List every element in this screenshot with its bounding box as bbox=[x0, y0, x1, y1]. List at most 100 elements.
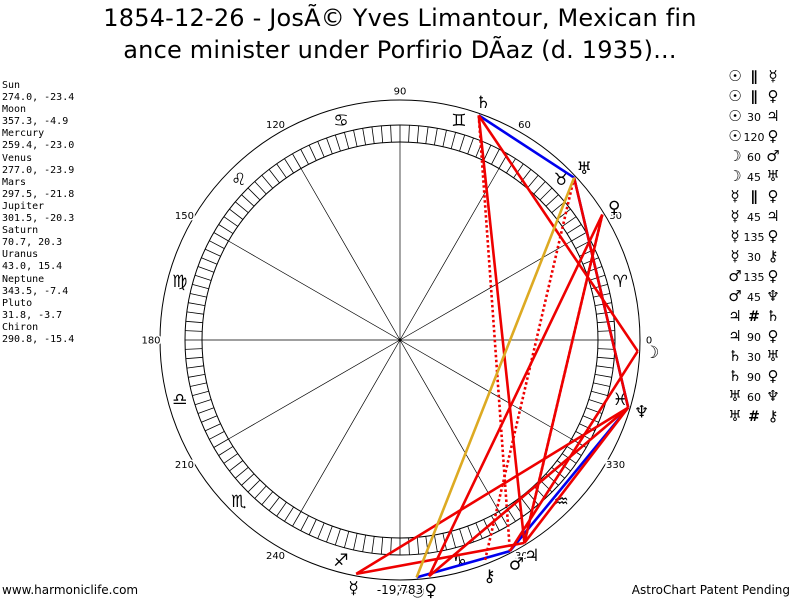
aspect-planet-2-icon: ⚷ bbox=[767, 247, 779, 265]
footer-patent-note: AstroChart Patent Pending bbox=[631, 583, 790, 597]
aspect-planet-1-icon: ☿ bbox=[730, 187, 740, 205]
planet-name-saturn: Saturn bbox=[2, 225, 39, 237]
aspect-line-mercury-jupiter bbox=[355, 541, 525, 576]
aspect-line-uranus-chiron bbox=[483, 177, 576, 563]
planet-coords-chiron: 290.8, -15.4 bbox=[2, 333, 75, 345]
planet-pluto-icon: ♀ bbox=[608, 198, 620, 218]
aspect-row: ☿ 135 ♀ bbox=[727, 226, 797, 246]
planet-coords-mercury: 259.4, -23.0 bbox=[2, 140, 75, 152]
planet-jupiter-icon: ♃ bbox=[524, 546, 539, 566]
aspect-line-uranus-sun bbox=[415, 177, 576, 578]
planet-mars-icon: ♂ bbox=[509, 555, 524, 575]
aspect-planet-1-icon: ☿ bbox=[730, 207, 740, 225]
zodiac-libra-icon: ♎ bbox=[172, 390, 187, 410]
aspect-planet-2-icon: ☿ bbox=[768, 67, 778, 85]
chart-title-line-1: 1854-12-26 - JosÃ© Yves Limantour, Mexic… bbox=[103, 4, 697, 32]
aspect-planet-2-icon: ♃ bbox=[766, 207, 780, 225]
aspect-planet-2-icon: ♆ bbox=[766, 387, 780, 405]
planet-name-venus: Venus bbox=[2, 152, 33, 164]
aspect-type: 30 bbox=[747, 351, 761, 364]
aspect-planet-2-icon: ♄ bbox=[766, 307, 780, 325]
aspect-line-venus-neptune bbox=[428, 406, 630, 578]
aspect-type: 30 bbox=[747, 251, 761, 264]
aspect-line-neptune-mercury bbox=[355, 406, 629, 576]
aspect-type: 45 bbox=[747, 211, 761, 224]
aspect-line-uranus-neptune bbox=[572, 177, 630, 408]
planet-name-mars: Mars bbox=[2, 176, 27, 188]
planet-name-uranus: Uranus bbox=[2, 249, 39, 261]
aspect-planet-1-icon: ♄ bbox=[728, 367, 742, 385]
aspect-line-pluto-venus bbox=[427, 214, 604, 577]
aspect-planet-1-icon: ♅ bbox=[728, 387, 742, 405]
degree-tick-marks bbox=[185, 125, 615, 555]
degree-label: 330 bbox=[606, 460, 625, 471]
planet-coords-sun: 274.0, -23.4 bbox=[2, 92, 75, 104]
aspect-planet-2-icon: ♀ bbox=[767, 327, 779, 345]
aspect-planet-2-icon: ♅ bbox=[766, 167, 780, 185]
aspect-row: ♃ 90 ♀ bbox=[727, 326, 797, 346]
aspect-row: ☽ 45 ♅ bbox=[727, 166, 797, 186]
zodiac-leo-icon: ♌ bbox=[231, 170, 246, 190]
aspect-planet-1-icon: ♂ bbox=[728, 287, 742, 305]
planet-sun-icon: ☉ bbox=[410, 582, 425, 600]
aspect-planet-1-icon: ♂ bbox=[728, 267, 742, 285]
planet-coords-saturn: 70.7, 20.3 bbox=[2, 237, 63, 249]
aspect-row: ♄ 90 ♀ bbox=[727, 366, 797, 386]
degree-label: 270 bbox=[390, 585, 409, 596]
degree-label: 0 bbox=[646, 336, 652, 347]
aspect-row: ☉ 30 ♃ bbox=[727, 106, 797, 126]
planet-name-moon: Moon bbox=[2, 104, 27, 116]
aspect-type: ∥ bbox=[750, 89, 758, 105]
aspect-planet-2-icon: ♂ bbox=[766, 147, 780, 165]
aspect-planet-1-icon: ☉ bbox=[728, 107, 742, 125]
planet-coords-uranus: 43.0, 15.4 bbox=[2, 261, 63, 273]
degree-label: 60 bbox=[518, 120, 531, 131]
planet-coords-mars: 297.5, -21.8 bbox=[2, 188, 75, 200]
aspect-planet-1-icon: ☿ bbox=[730, 247, 740, 265]
aspect-type: # bbox=[748, 409, 760, 425]
aspect-planet-2-icon: ♀ bbox=[767, 87, 779, 105]
planet-coords-venus: 277.0, -23.9 bbox=[2, 164, 75, 176]
degree-label: 180 bbox=[141, 336, 160, 347]
aspect-type: 120 bbox=[743, 131, 765, 144]
aspect-row: ♃ # ♄ bbox=[727, 306, 797, 326]
aspect-type: 30 bbox=[747, 111, 761, 124]
aspect-row: ☽ 60 ♂ bbox=[727, 146, 797, 166]
degree-label: 240 bbox=[266, 551, 285, 562]
aspect-line-saturn-uranus bbox=[477, 114, 575, 179]
zodiac-scorpio-icon: ♏ bbox=[231, 492, 246, 512]
degree-label: 210 bbox=[175, 460, 194, 471]
aspect-type: 45 bbox=[747, 291, 761, 304]
aspect-planet-2-icon: ♀ bbox=[767, 367, 779, 385]
aspect-planet-2-icon: ♀ bbox=[767, 227, 779, 245]
footer-website[interactable]: www.harmoniclife.com bbox=[2, 583, 139, 597]
planet-venus-icon: ♀ bbox=[424, 581, 436, 600]
planet-name-mercury: Mercury bbox=[2, 128, 45, 140]
aspect-line-saturn-jupiter bbox=[477, 115, 526, 544]
aspect-planet-2-icon: ♅ bbox=[766, 347, 780, 365]
aspect-type: 60 bbox=[747, 151, 761, 164]
aspect-planet-1-icon: ♃ bbox=[728, 327, 742, 345]
zodiac-virgo-icon: ♍ bbox=[172, 272, 187, 292]
aspect-type: 135 bbox=[743, 271, 765, 284]
aspect-planet-2-icon: ♆ bbox=[766, 287, 780, 305]
aspect-type: # bbox=[748, 309, 760, 325]
aspect-row: ♅ # ⚷ bbox=[727, 406, 797, 426]
aspect-row: ☿ 45 ♃ bbox=[727, 206, 797, 226]
planet-coords-pluto: 31.8, -3.7 bbox=[2, 309, 63, 321]
planet-coords-moon: 357.3, -4.9 bbox=[2, 116, 69, 128]
aspect-planet-1-icon: ☽ bbox=[728, 147, 742, 165]
aspect-type: 60 bbox=[747, 391, 761, 404]
aspect-planet-1-icon: ☉ bbox=[728, 67, 742, 85]
aspect-row: ☉ 120 ♀ bbox=[727, 126, 797, 146]
degree-label: 90 bbox=[394, 87, 407, 98]
aspect-planet-1-icon: ♃ bbox=[728, 307, 742, 325]
aspect-row: ☉ ∥ ♀ bbox=[727, 86, 797, 106]
aspect-planet-1-icon: ☽ bbox=[728, 167, 742, 185]
aspect-planet-1-icon: ♅ bbox=[728, 407, 742, 425]
aspect-row: ♂ 45 ♆ bbox=[727, 286, 797, 306]
planet-name-pluto: Pluto bbox=[2, 297, 33, 309]
aspect-planet-2-icon: ♀ bbox=[767, 187, 779, 205]
aspect-type: 90 bbox=[747, 371, 761, 384]
